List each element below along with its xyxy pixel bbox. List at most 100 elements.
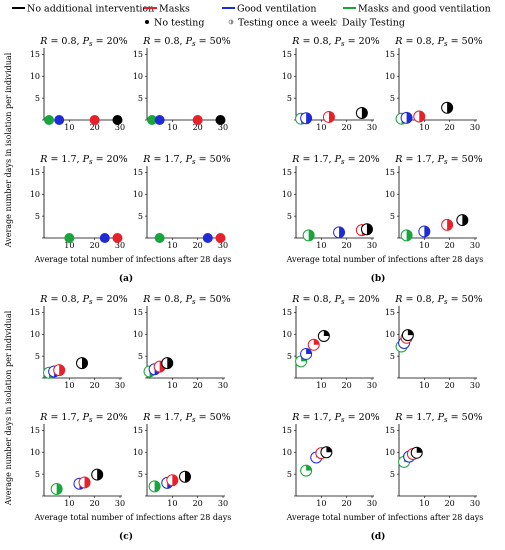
y-tick-label: 15 (385, 426, 395, 435)
x-tick-label: 30 (115, 381, 125, 390)
legend-label: Testing once a week (238, 18, 336, 29)
y-tick-label: 15 (133, 426, 143, 435)
y-tick-label: 5 (287, 470, 292, 479)
y-tick-label: 5 (287, 212, 292, 221)
marker-quarter (326, 446, 332, 453)
y-tick-label: 15 (30, 168, 40, 177)
x-tick-label: 10 (167, 123, 177, 132)
data-point (166, 474, 179, 487)
marker-fill (64, 233, 75, 243)
y-tick-label: 15 (385, 168, 395, 177)
panel-title: R = 1.7, Ps = 20% (291, 154, 379, 166)
x-tick-label: 10 (316, 499, 326, 508)
x-tick-label: 10 (316, 123, 326, 132)
marker-quarter (306, 348, 312, 354)
y-tick-label: 15 (282, 426, 292, 435)
marker-quarter (306, 465, 312, 471)
legend-item-none: No additional intervention (12, 4, 154, 15)
panel-title: R = 0.8, Ps = 20% (291, 294, 379, 306)
x-tick-label: 10 (316, 381, 326, 390)
data-point (441, 101, 454, 114)
x-tick-label: 20 (445, 123, 455, 132)
subfigure-caption: (d) (371, 531, 386, 542)
x-tick-label: 20 (445, 381, 455, 390)
y-tick-label: 15 (30, 50, 40, 59)
x-tick-label: 30 (218, 499, 228, 508)
panel-title: R = 1.7, Ps = 50% (142, 412, 230, 424)
x-tick-label: 10 (419, 241, 429, 250)
data-point (400, 111, 413, 124)
x-tick-label: 30 (367, 499, 377, 508)
marker-half (154, 480, 161, 492)
x-tick-label: 30 (218, 123, 228, 132)
legend-item-both: Masks and good ventilation (343, 4, 491, 15)
x-axis-label: Average total number of infections after… (34, 513, 232, 522)
marker-quarter (407, 329, 414, 336)
legend-label: Good ventilation (237, 4, 317, 15)
panel: R = 0.8, Ps = 20% 5 10 15 10 20 30 (282, 36, 380, 132)
legend-item-masks: Masks (144, 4, 190, 15)
y-tick-label: 15 (30, 308, 40, 317)
marker-half (82, 357, 88, 369)
marker-fill (44, 115, 55, 125)
x-tick-label: 20 (90, 499, 100, 508)
marker-fill (215, 115, 226, 125)
marker-half (447, 219, 453, 231)
legend-marker-open (332, 19, 338, 25)
data-point (300, 112, 313, 125)
panel-title: R = 0.8, Ps = 50% (142, 36, 230, 48)
x-tick-label: 10 (167, 499, 177, 508)
panel: R = 1.7, Ps = 50% 5 10 15 10 20 30 (133, 154, 231, 250)
x-tick-label: 30 (470, 241, 480, 250)
x-tick-label: 10 (316, 241, 326, 250)
panel: R = 0.8, Ps = 20% 5 10 15 10 20 30 (30, 294, 128, 390)
legend-item-testing-filled: No testing (145, 18, 204, 29)
data-point (300, 347, 313, 360)
marker-half (308, 229, 315, 241)
panel: R = 0.8, Ps = 20% 5 10 15 10 20 30 (30, 36, 128, 132)
data-point (413, 110, 426, 123)
data-point (410, 446, 423, 459)
y-tick-label: 5 (390, 470, 395, 479)
marker-fill (89, 115, 100, 125)
data-point (307, 338, 320, 351)
legend: No additional intervention Masks Good vent… (12, 4, 491, 29)
x-tick-label: 10 (64, 241, 74, 250)
subfigure-caption: (c) (119, 531, 133, 542)
data-point (400, 229, 413, 242)
y-tick-label: 10 (282, 448, 292, 457)
y-tick-label: 15 (30, 426, 40, 435)
x-tick-label: 10 (419, 123, 429, 132)
x-tick-label: 30 (470, 499, 480, 508)
marker-fill (112, 115, 123, 125)
marker-half (306, 112, 312, 124)
legend-marker-filled (145, 20, 149, 24)
marker-quarter (323, 330, 330, 336)
y-tick-label: 15 (133, 50, 143, 59)
x-tick-label: 30 (115, 123, 125, 132)
y-tick-label: 10 (385, 190, 395, 199)
x-tick-label: 20 (90, 123, 100, 132)
y-tick-label: 10 (30, 330, 40, 339)
legend-item-testing-open: Daily Testing (332, 18, 405, 29)
marker-half (462, 214, 468, 226)
panel: R = 1.7, Ps = 50% 5 10 15 10 20 30 (385, 154, 483, 250)
x-tick-label: 20 (90, 241, 100, 250)
y-tick-label: 5 (35, 470, 40, 479)
x-tick-label: 30 (218, 381, 228, 390)
y-tick-label: 10 (282, 190, 292, 199)
marker-half (97, 469, 103, 481)
marker-half (419, 111, 425, 122)
panel: R = 0.8, Ps = 50% 5 10 15 10 20 30 (133, 294, 231, 390)
marker-fill (215, 233, 226, 243)
legend-label: No testing (154, 18, 204, 29)
y-tick-label: 5 (35, 352, 40, 361)
marker-half (328, 111, 335, 123)
data-point (112, 115, 123, 125)
data-point (76, 357, 88, 370)
panel-title: R = 1.7, Ps = 50% (142, 154, 230, 166)
marker-fill (54, 115, 65, 125)
marker-fill (192, 115, 203, 125)
